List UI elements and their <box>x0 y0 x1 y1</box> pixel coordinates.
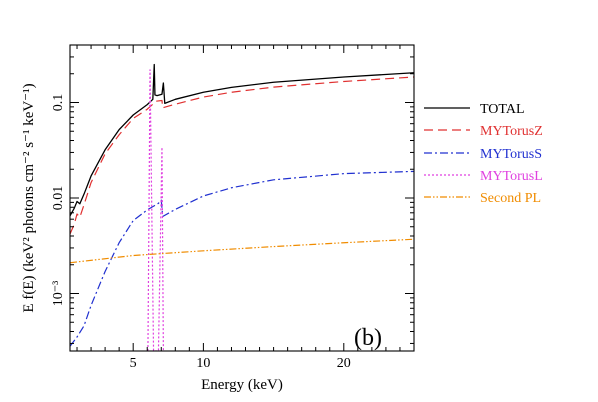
legend-label: MYTorusZ <box>480 124 543 139</box>
y-axis-title: E f(E) (keV² photons cm⁻² s⁻¹ keV⁻¹) <box>21 83 37 312</box>
y-tick-label: 0.1 <box>51 94 66 112</box>
plot-area <box>70 63 414 351</box>
axis-ticks: 5 10 20 10⁻³ 0.01 0.1 <box>51 44 415 371</box>
series-line-mytorusl <box>147 69 164 351</box>
legend-label: MYTorusS <box>480 147 542 162</box>
series-line-mytoruss <box>70 170 414 347</box>
y-tick-label: 10⁻³ <box>51 281 66 307</box>
x-tick-label: 20 <box>337 356 351 371</box>
series-line-total <box>70 63 414 217</box>
legend-label: TOTAL <box>480 102 525 117</box>
legend-label: MYTorusL <box>480 169 543 184</box>
y-tick-label: 0.01 <box>51 186 66 211</box>
legend: TOTAL MYTorusZ MYTorusS MYTorusL Second PL <box>424 102 543 206</box>
series-line-second-pl <box>70 238 414 264</box>
x-tick-label: 5 <box>130 356 137 371</box>
panel-label: (b) <box>354 325 382 351</box>
legend-label: Second PL <box>480 191 541 206</box>
series-line-mytorusz <box>70 76 414 235</box>
x-axis-title: Energy (keV) <box>201 377 283 393</box>
x-tick-label: 10 <box>196 356 210 371</box>
